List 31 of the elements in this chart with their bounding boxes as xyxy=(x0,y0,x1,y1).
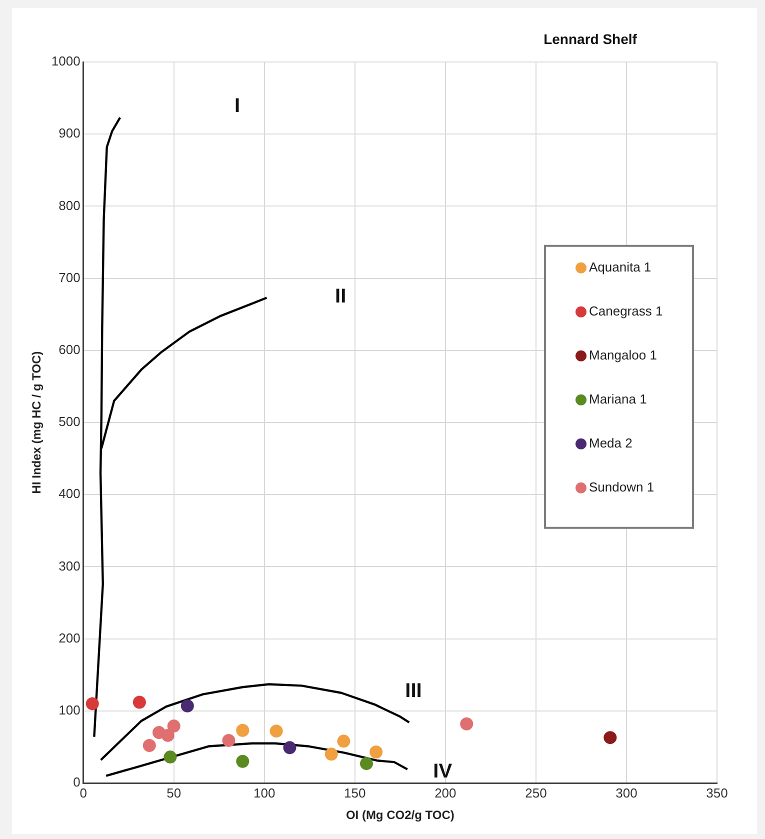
x-tick-label: 50 xyxy=(166,785,182,800)
y-tick-label: 1000 xyxy=(51,54,80,69)
legend-label: Meda 2 xyxy=(589,435,632,450)
annotation: IV xyxy=(433,760,453,783)
y-tick-label: 900 xyxy=(58,126,80,141)
legend-label: Mangaloo 1 xyxy=(589,347,657,362)
x-tick-label: 100 xyxy=(254,785,276,800)
x-tick-label: 150 xyxy=(344,785,366,800)
y-tick-label: 100 xyxy=(58,702,80,718)
legend-label: Aquanita 1 xyxy=(589,259,652,274)
y-axis-title: HI Index (mg HC / g TOC) xyxy=(30,351,44,494)
x-tick-label: 200 xyxy=(434,785,456,800)
x-axis-title: OI (Mg CO2/g TOC) xyxy=(346,808,454,822)
y-tick-label: 200 xyxy=(58,630,80,646)
legend-label: Sundown 1 xyxy=(589,479,654,494)
annotation: III xyxy=(405,680,422,702)
legend-label: Mariana 1 xyxy=(589,391,647,406)
legend-label: Canegrass 1 xyxy=(589,303,663,318)
x-tick-label: 250 xyxy=(525,785,547,800)
y-tick-label: 700 xyxy=(58,270,80,285)
y-tick-label: 0 xyxy=(73,774,80,790)
y-tick-label: 800 xyxy=(58,198,80,213)
y-tick-label: 400 xyxy=(58,486,80,502)
x-tick-label: 350 xyxy=(706,785,728,800)
y-tick-label: 500 xyxy=(58,414,80,430)
x-tick-label: 300 xyxy=(616,785,638,800)
annotation: I xyxy=(234,95,240,118)
chart-title: Lennard Shelf xyxy=(544,30,638,47)
y-tick-label: 300 xyxy=(58,558,80,574)
y-tick-label: 600 xyxy=(58,342,80,357)
annotation: II xyxy=(335,286,346,308)
